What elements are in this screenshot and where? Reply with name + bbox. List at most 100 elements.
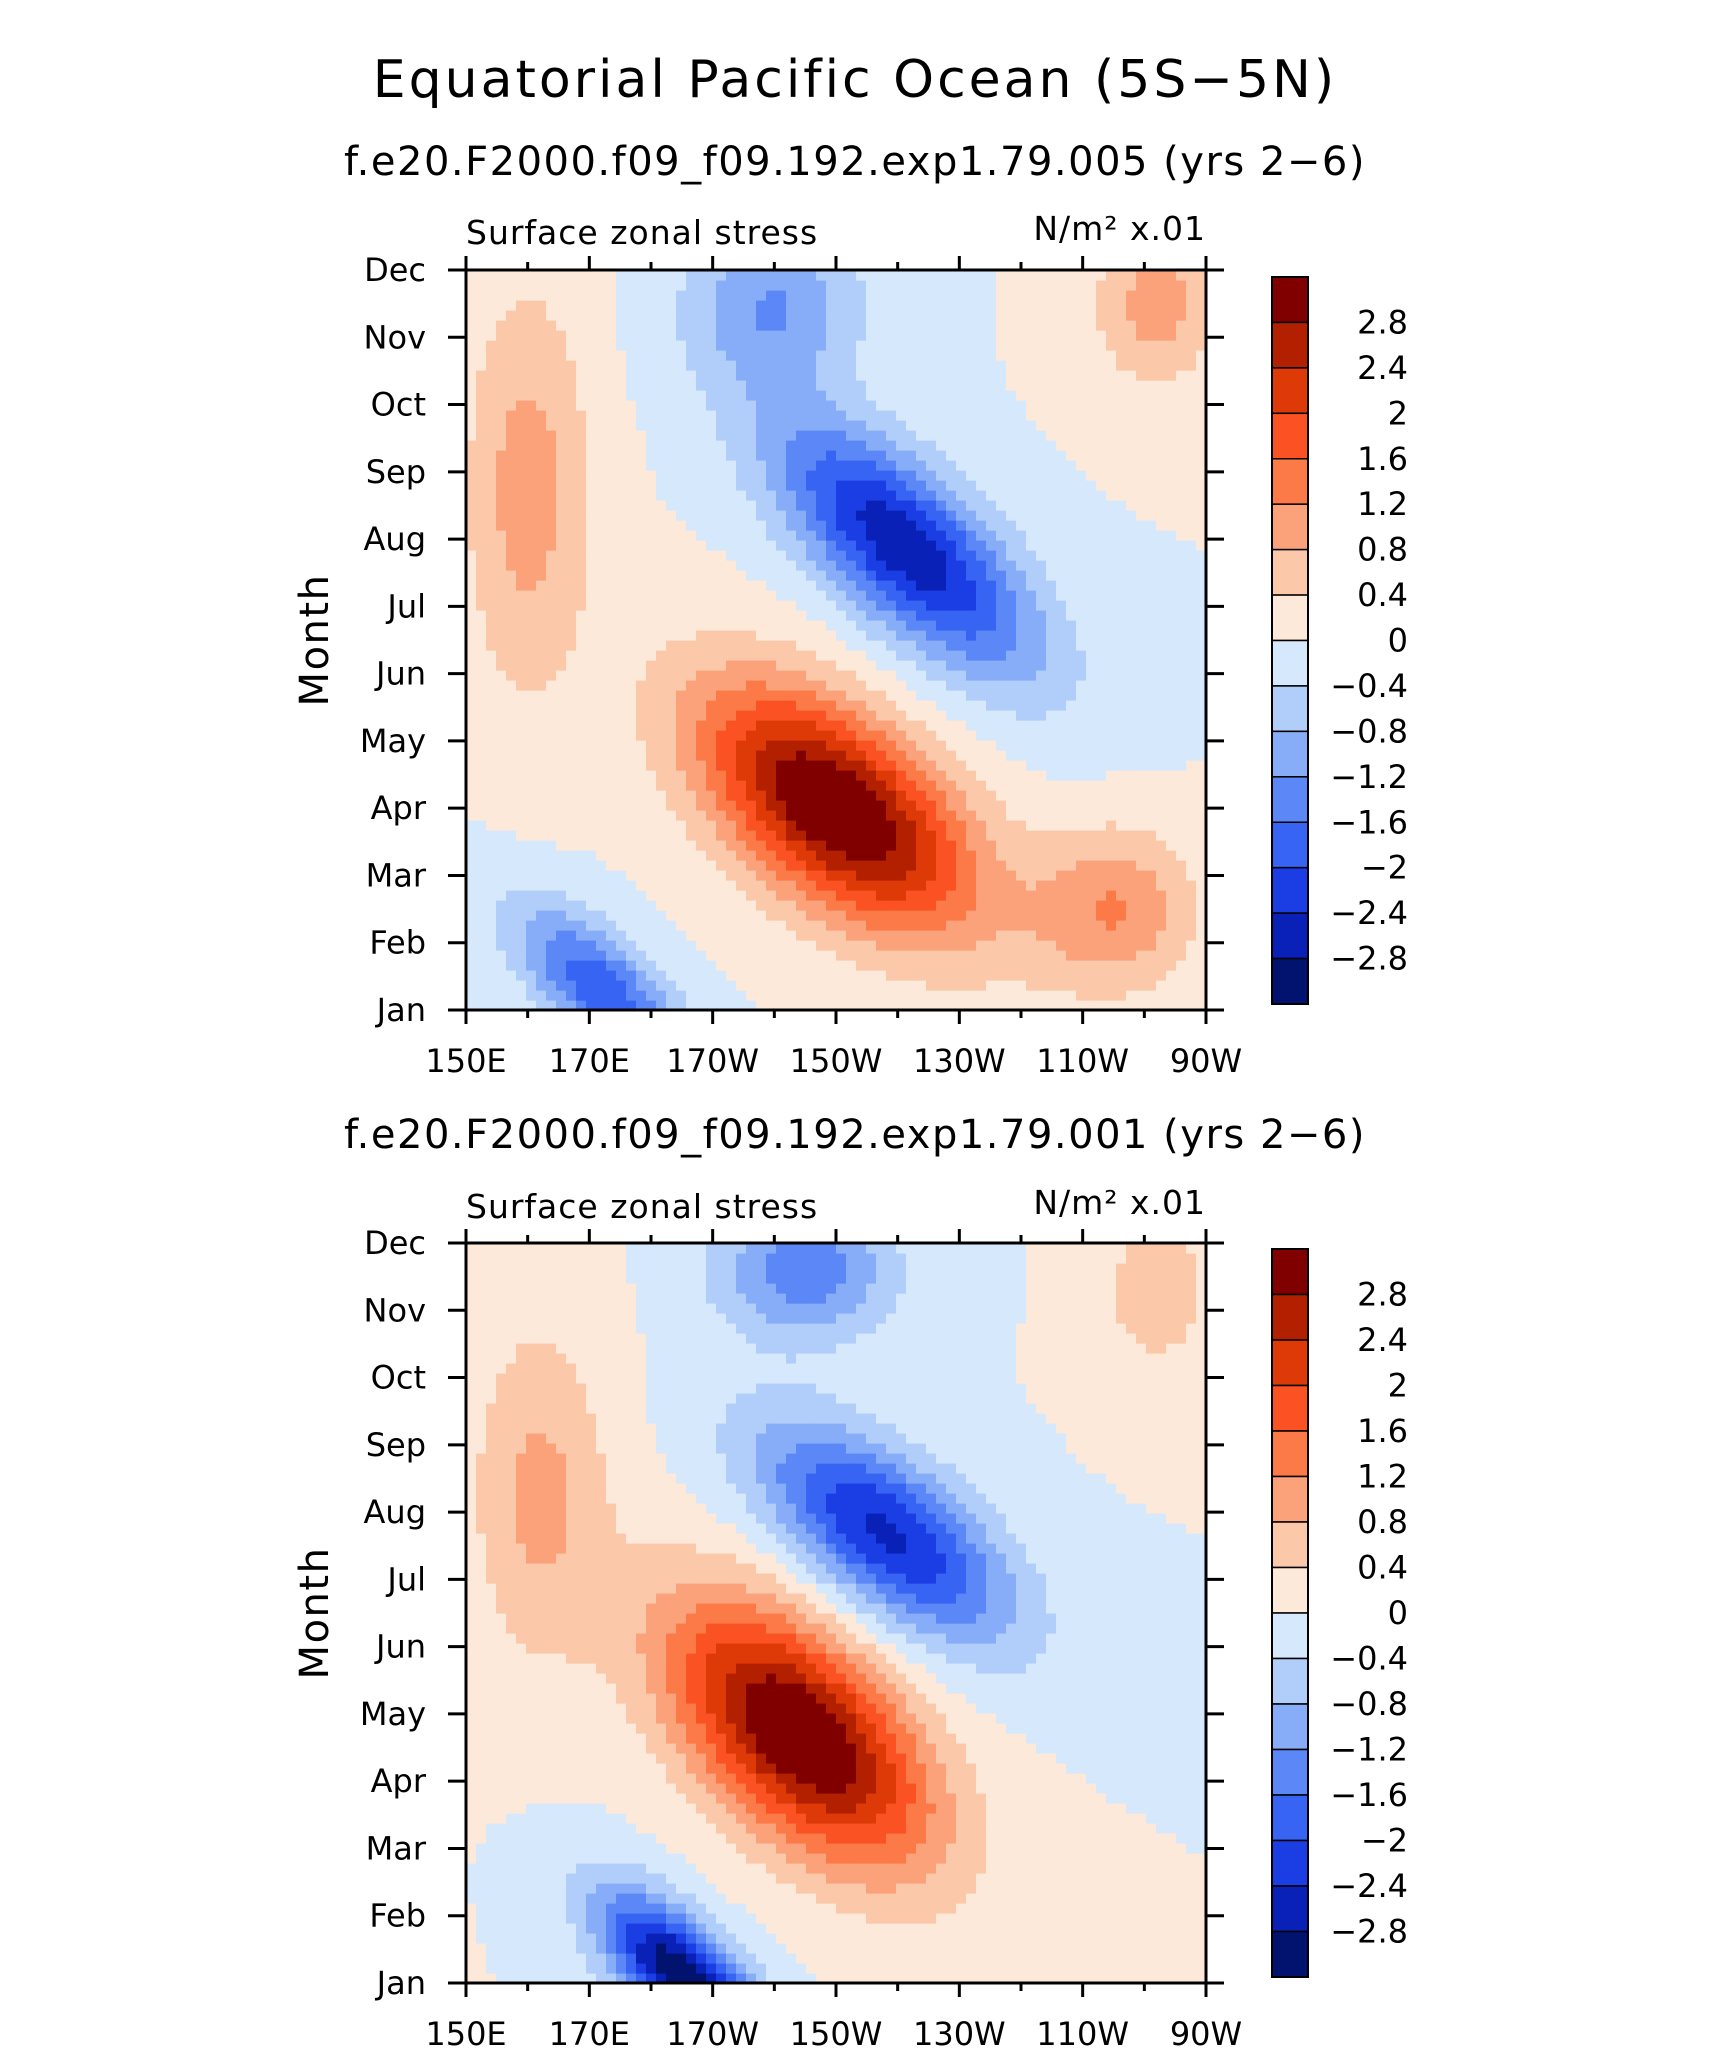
heat-cell <box>826 690 837 701</box>
heat-cell <box>546 1000 557 1010</box>
heat-cell <box>1126 430 1137 441</box>
heat-cell <box>1036 680 1047 691</box>
heat-cell <box>926 540 937 551</box>
heat-cell <box>696 560 707 571</box>
heat-cell <box>976 370 987 381</box>
heat-cell <box>566 380 577 391</box>
heat-cell <box>646 470 657 481</box>
heat-cell <box>676 830 687 841</box>
heat-cell <box>1156 760 1167 771</box>
heat-cell <box>1076 630 1087 641</box>
heat-cell <box>1036 340 1047 351</box>
heat-cell <box>946 460 957 471</box>
heat-cell <box>1076 530 1087 541</box>
heat-cell <box>836 880 847 891</box>
heat-cell <box>1036 760 1047 771</box>
heat-cell <box>716 360 727 371</box>
heat-cell <box>866 940 877 951</box>
heat-cell <box>496 460 507 471</box>
heat-cell <box>736 980 747 991</box>
heat-cell <box>586 840 597 851</box>
heat-cell <box>476 770 487 781</box>
heat-cell <box>646 720 657 731</box>
heat-cell <box>1106 760 1117 771</box>
heat-cell <box>696 470 707 481</box>
heat-cell <box>1186 450 1197 461</box>
heat-cell <box>1106 420 1117 431</box>
heat-cell <box>956 460 967 471</box>
heat-cell <box>816 890 827 901</box>
heat-cell <box>1196 720 1206 731</box>
heat-cell <box>656 450 667 461</box>
heat-cell <box>826 360 837 371</box>
heat-cell <box>1126 800 1137 811</box>
heat-cell <box>1086 680 1097 691</box>
heat-cell <box>886 880 897 891</box>
heat-cell <box>1126 910 1137 921</box>
heat-cell <box>1186 810 1197 821</box>
heat-cell <box>746 810 757 821</box>
heat-cell <box>696 720 707 731</box>
heat-cell <box>1146 720 1157 731</box>
heat-cell <box>496 350 507 361</box>
heat-cell <box>566 510 577 521</box>
heat-cell <box>1166 350 1177 361</box>
heat-cell <box>996 720 1007 731</box>
heat-cell <box>1086 500 1097 511</box>
heat-cell <box>916 660 927 671</box>
heat-cell <box>586 340 597 351</box>
heat-cell <box>486 800 497 811</box>
heat-cell <box>1156 860 1167 871</box>
heat-cell <box>566 890 577 901</box>
heat-cell <box>1096 520 1107 531</box>
heat-cell <box>1026 340 1037 351</box>
heat-cell <box>486 780 497 791</box>
heat-cell <box>646 660 657 671</box>
heat-cell <box>786 800 797 811</box>
heat-cell <box>696 990 707 1001</box>
heat-cell <box>686 740 697 751</box>
heat-cell <box>606 680 617 691</box>
heat-cell <box>996 790 1007 801</box>
heat-cell <box>866 450 877 461</box>
heat-cell <box>576 680 587 691</box>
heat-cell <box>826 960 837 971</box>
heat-cell <box>1026 540 1037 551</box>
heat-cell <box>876 700 887 711</box>
heat-cell <box>736 920 747 931</box>
heat-cell <box>686 870 697 881</box>
heat-cell <box>526 970 537 981</box>
heat-cell <box>606 900 617 911</box>
heat-cell <box>1086 510 1097 521</box>
heat-cell <box>536 890 547 901</box>
heat-cell <box>1116 360 1127 371</box>
heat-cell <box>866 640 877 651</box>
heat-cell <box>666 830 677 841</box>
heat-cell <box>976 560 987 571</box>
heat-cell <box>736 580 747 591</box>
heat-cell <box>1146 790 1157 801</box>
heat-cell <box>1026 820 1037 831</box>
heat-cell <box>476 430 487 441</box>
heat-cell <box>696 920 707 931</box>
heat-cell <box>786 650 797 661</box>
heat-cell <box>1076 800 1087 811</box>
heat-cell <box>1096 1000 1107 1010</box>
heat-cell <box>646 420 657 431</box>
heat-cell <box>586 820 597 831</box>
heat-cell <box>576 440 587 451</box>
heat-cell <box>736 810 747 821</box>
heat-cell <box>956 560 967 571</box>
heat-cell <box>786 340 797 351</box>
heat-cell <box>836 890 847 901</box>
heat-cell <box>816 540 827 551</box>
heat-cell <box>626 800 637 811</box>
heat-cell <box>816 450 827 461</box>
heat-cell <box>506 440 517 451</box>
heat-cell <box>666 650 677 661</box>
heat-cell <box>1106 520 1117 531</box>
heat-cell <box>556 870 567 881</box>
heat-cell <box>876 990 887 1001</box>
heat-cell <box>756 440 767 451</box>
heat-cell <box>946 890 957 901</box>
